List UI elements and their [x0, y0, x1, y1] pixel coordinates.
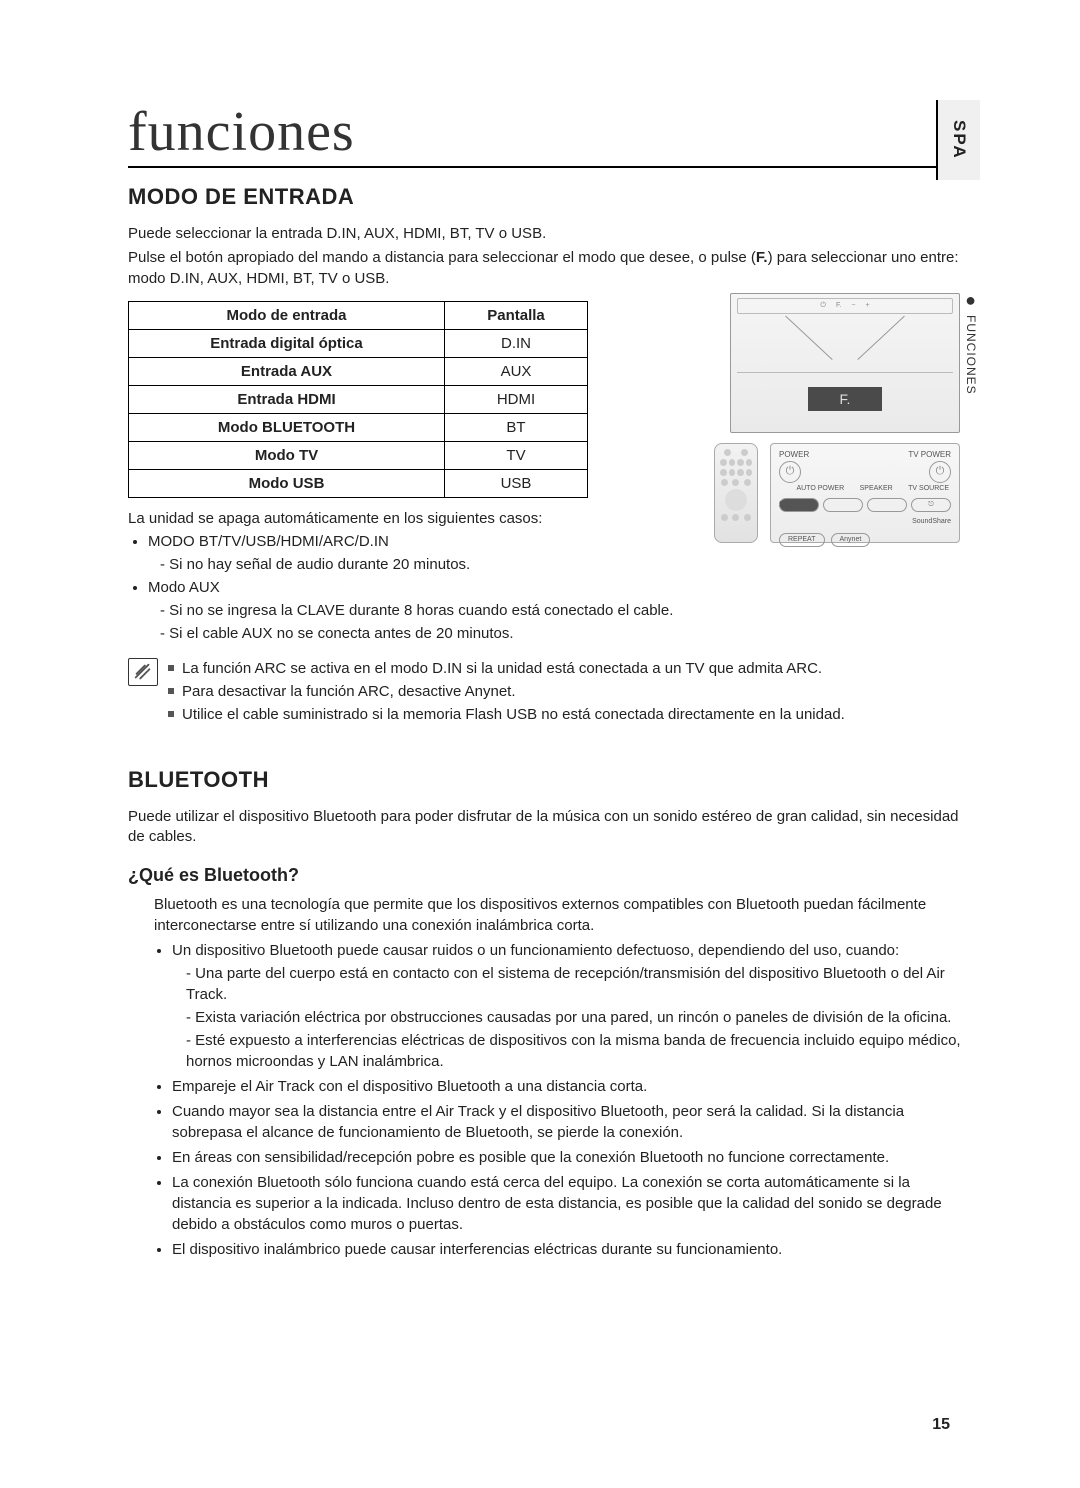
- table-row: Modo USBUSB: [129, 469, 588, 497]
- th-display: Pantalla: [444, 301, 587, 329]
- intro-line-2: Pulse el botón apropiado del mando a dis…: [128, 248, 970, 289]
- callout-lines: [785, 316, 905, 372]
- soundbar-graphic: ⏻F.−+ F.: [730, 293, 960, 433]
- bt-bullet: Cuando mayor sea la distancia entre el A…: [172, 1101, 970, 1143]
- label-power: POWER: [779, 450, 809, 459]
- cell-mode: Modo TV: [129, 441, 445, 469]
- auto-off-sub: Si el cable AUX no se conecta antes de 2…: [160, 623, 702, 644]
- auto-off-item: Modo AUX Si no se ingresa la CLAVE duran…: [148, 577, 702, 644]
- intro-2b: F.: [756, 249, 768, 266]
- note-icon: [128, 658, 158, 686]
- note-item: La función ARC se activa en el modo D.IN…: [168, 658, 845, 679]
- auto-off-b2: Modo AUX: [148, 579, 220, 596]
- soundbar-grill: F.: [737, 372, 953, 426]
- auto-off-item: MODO BT/TV/USB/HDMI/ARC/D.IN Si no hay s…: [148, 531, 702, 575]
- side-section-text: FUNCIONES: [964, 315, 978, 395]
- power-icon: ⏻: [779, 461, 801, 483]
- label-speaker: SPEAKER: [860, 485, 893, 492]
- bt-sub: Exista variación eléctrica por obstrucci…: [186, 1007, 970, 1028]
- section-heading-input-mode: MODO DE ENTRADA: [128, 184, 970, 210]
- intro-2a: Pulse el botón apropiado del mando a dis…: [128, 249, 756, 266]
- cell-mode: Entrada AUX: [129, 357, 445, 385]
- bt-bullet: En áreas con sensibilidad/recepción pobr…: [172, 1147, 970, 1168]
- speaker-pill: [867, 498, 907, 512]
- tvsource-pill: ⎋: [911, 498, 951, 512]
- tv-power-icon: ⏻: [929, 461, 951, 483]
- label-auto-power: AUTO POWER: [796, 485, 844, 492]
- cell-disp: D.IN: [444, 329, 587, 357]
- auto-off-intro: La unidad se apaga automáticamente en lo…: [128, 508, 702, 529]
- auto-power-pill: [823, 498, 863, 512]
- table-row: Entrada AUXAUX: [129, 357, 588, 385]
- remote-zoom-graphic: POWER TV POWER ⏻ ⏻ AUTO POWER SPEAKER TV…: [770, 443, 960, 543]
- label-tvsource: TV SOURCE: [908, 485, 949, 492]
- th-mode: Modo de entrada: [129, 301, 445, 329]
- page-title: funciones: [128, 100, 970, 168]
- label-tvpower: TV POWER: [908, 450, 951, 459]
- cell-disp: BT: [444, 413, 587, 441]
- auto-off-sub: Si no hay señal de audio durante 20 minu…: [160, 554, 702, 575]
- bt-bullet: El dispositivo inalámbrico puede causar …: [172, 1239, 970, 1260]
- bt-bullet: La conexión Bluetooth sólo funciona cuan…: [172, 1172, 970, 1235]
- auto-off-sub: Si no se ingresa la CLAVE durante 8 hora…: [160, 600, 702, 621]
- anynet-pill: Anynet: [831, 533, 871, 547]
- soundbar-display: F.: [808, 387, 882, 411]
- cell-disp: HDMI: [444, 385, 587, 413]
- subheading-what-is-bt: ¿Qué es Bluetooth?: [128, 865, 970, 886]
- bt-sub: Una parte del cuerpo está en contacto co…: [186, 963, 970, 1005]
- cell-mode: Modo USB: [129, 469, 445, 497]
- bt-b1: Un dispositivo Bluetooth puede causar ru…: [172, 942, 899, 959]
- cell-mode: Entrada HDMI: [129, 385, 445, 413]
- side-language-tab: SPA: [936, 100, 980, 180]
- page-number: 15: [932, 1416, 950, 1434]
- cell-mode: Entrada digital óptica: [129, 329, 445, 357]
- bt-p1: Bluetooth es una tecnología que permite …: [154, 894, 970, 936]
- section-heading-bluetooth: BLUETOOTH: [128, 767, 970, 793]
- auto-off-b1: MODO BT/TV/USB/HDMI/ARC/D.IN: [148, 533, 389, 550]
- cell-disp: AUX: [444, 357, 587, 385]
- note-item: Utilice el cable suministrado si la memo…: [168, 704, 845, 725]
- intro-line-1: Puede seleccionar la entrada D.IN, AUX, …: [128, 224, 970, 244]
- bt-bullet: Un dispositivo Bluetooth puede causar ru…: [172, 940, 970, 1072]
- side-section-label: ● FUNCIONES: [964, 290, 978, 395]
- table-row: Entrada HDMIHDMI: [129, 385, 588, 413]
- repeat-pill: REPEAT: [779, 533, 825, 547]
- bt-bullet: Empareje el Air Track con el dispositivo…: [172, 1076, 970, 1097]
- table-row: Entrada digital ópticaD.IN: [129, 329, 588, 357]
- device-illustration: ⏻F.−+ F. POWER: [730, 293, 960, 553]
- label-soundshare: SoundShare: [779, 518, 951, 525]
- bt-sub: Esté expuesto a interferencias eléctrica…: [186, 1030, 970, 1072]
- soundbar-top-strip: ⏻F.−+: [737, 298, 953, 314]
- bt-intro: Puede utilizar el dispositivo Bluetooth …: [128, 807, 970, 848]
- cell-disp: TV: [444, 441, 587, 469]
- note-item: Para desactivar la función ARC, desactiv…: [168, 681, 845, 702]
- cell-mode: Modo BLUETOOTH: [129, 413, 445, 441]
- label-source: SOURCE: [779, 500, 813, 509]
- side-language-label: SPA: [949, 120, 969, 160]
- cell-disp: USB: [444, 469, 587, 497]
- remote-small-graphic: [714, 443, 758, 543]
- table-row: Modo TVTV: [129, 441, 588, 469]
- bullet-icon: ●: [965, 290, 977, 311]
- table-row: Modo BLUETOOTHBT: [129, 413, 588, 441]
- input-mode-table: Modo de entrada Pantalla Entrada digital…: [128, 301, 588, 498]
